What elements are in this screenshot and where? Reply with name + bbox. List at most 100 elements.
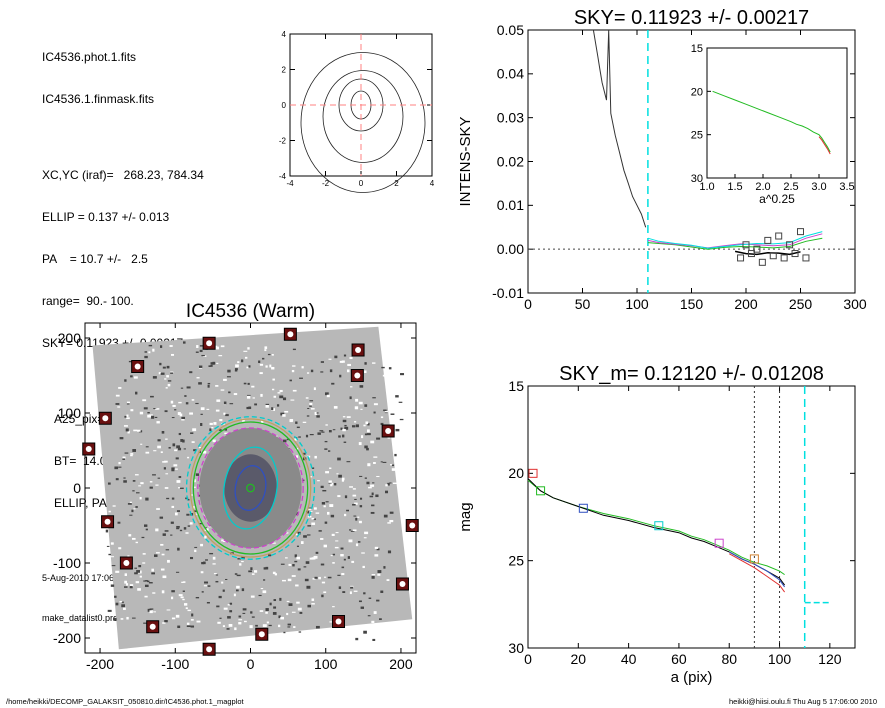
x-tick-label: -100 xyxy=(161,656,189,672)
noise-speck xyxy=(171,617,176,620)
noise-speck xyxy=(312,578,316,580)
noise-speck xyxy=(124,452,129,454)
noise-speck xyxy=(126,583,129,586)
noise-speck xyxy=(263,579,266,581)
noise-speck xyxy=(366,447,369,451)
x-tick-label: 100 xyxy=(625,296,649,312)
noise-speck xyxy=(215,345,218,349)
noise-speck xyxy=(330,514,335,518)
noise-speck xyxy=(222,625,225,628)
noise-speck xyxy=(170,521,174,524)
x-tick-label: 0 xyxy=(524,296,532,312)
sky-square-marker xyxy=(775,232,783,240)
noise-speck xyxy=(311,467,315,469)
noise-speck xyxy=(322,489,327,492)
noise-speck xyxy=(218,595,222,599)
noise-speck xyxy=(297,568,301,571)
y-axis-label: mag xyxy=(457,502,474,531)
noise-speck xyxy=(293,626,296,628)
y-tick-label: 15 xyxy=(508,378,524,394)
x-tick-label: 0 xyxy=(524,651,532,667)
noise-speck xyxy=(323,544,327,548)
contour-plot: -4 -2 0 2 4 -4 -2 0 2 4 xyxy=(279,30,435,193)
noise-speck xyxy=(184,395,187,397)
noise-speck xyxy=(185,532,189,534)
noise-speck xyxy=(235,589,239,592)
noise-speck xyxy=(354,498,357,500)
noise-speck xyxy=(233,393,238,396)
noise-speck xyxy=(354,502,358,505)
x-tick-label: 20 xyxy=(571,651,587,667)
noise-speck xyxy=(127,430,130,434)
noise-speck xyxy=(167,380,172,382)
isophote-ellipse xyxy=(246,483,255,493)
noise-speck xyxy=(198,447,202,449)
noise-speck xyxy=(176,480,181,483)
noise-speck xyxy=(265,365,268,368)
noise-speck xyxy=(198,365,203,368)
noise-speck xyxy=(156,552,160,554)
noise-speck xyxy=(170,371,174,374)
noise-speck xyxy=(395,395,399,398)
y-tick-label: -4 xyxy=(279,172,287,181)
noise-speck xyxy=(179,529,183,532)
noise-speck xyxy=(329,467,332,470)
noise-speck xyxy=(319,430,324,432)
noise-speck xyxy=(213,573,217,575)
noise-speck xyxy=(376,639,379,643)
isophote-ellipse xyxy=(197,427,304,549)
noise-speck xyxy=(291,369,295,373)
noise-speck xyxy=(330,482,333,485)
noise-speck xyxy=(318,530,322,532)
noise-speck xyxy=(364,433,368,436)
noise-speck xyxy=(201,354,205,357)
noise-speck xyxy=(182,598,185,601)
noise-speck xyxy=(365,421,369,425)
noise-speck xyxy=(399,418,404,421)
noise-speck xyxy=(177,547,180,551)
noise-speck xyxy=(310,408,315,410)
noise-speck xyxy=(279,395,284,399)
noise-speck xyxy=(318,576,321,580)
noise-speck xyxy=(113,617,117,621)
noise-speck xyxy=(347,363,352,367)
noise-speck xyxy=(179,413,183,417)
noise-speck xyxy=(204,535,207,539)
noise-speck xyxy=(272,542,276,544)
noise-speck xyxy=(122,458,126,460)
noise-speck xyxy=(153,611,156,613)
noise-speck xyxy=(343,354,347,357)
noise-speck xyxy=(350,586,354,589)
noise-speck xyxy=(123,425,128,427)
noise-speck xyxy=(129,584,134,587)
magnitude-profile-plot: 0 20 40 60 80 100 120 15 20 25 30 SKY_m= 0.12120 +/… xyxy=(457,363,856,686)
mag-square-marker xyxy=(528,468,538,478)
noise-speck xyxy=(299,377,303,379)
noise-speck xyxy=(258,360,261,364)
noise-speck xyxy=(387,437,391,439)
noise-speck xyxy=(301,366,304,369)
isophote-ellipse xyxy=(185,416,316,560)
noise-speck xyxy=(341,573,345,576)
noise-speck xyxy=(329,504,334,508)
noise-speck xyxy=(370,440,375,444)
x-tick-label: 100 xyxy=(768,651,792,667)
noise-speck xyxy=(315,512,320,514)
noise-speck xyxy=(191,613,194,617)
noise-speck xyxy=(296,556,301,560)
noise-speck xyxy=(165,549,170,551)
noise-speck xyxy=(282,397,287,401)
noise-speck xyxy=(209,428,212,432)
noise-speck xyxy=(216,605,220,608)
noise-speck xyxy=(227,369,231,373)
noise-speck xyxy=(175,571,180,573)
noise-speck xyxy=(380,422,384,425)
noise-speck xyxy=(228,391,231,394)
noise-speck xyxy=(354,406,359,410)
noise-speck xyxy=(355,424,359,428)
masked-star-core xyxy=(134,363,141,370)
x-tick-label: 50 xyxy=(575,296,591,312)
noise-speck xyxy=(260,393,263,397)
noise-speck xyxy=(310,369,314,373)
noise-speck xyxy=(210,362,214,365)
